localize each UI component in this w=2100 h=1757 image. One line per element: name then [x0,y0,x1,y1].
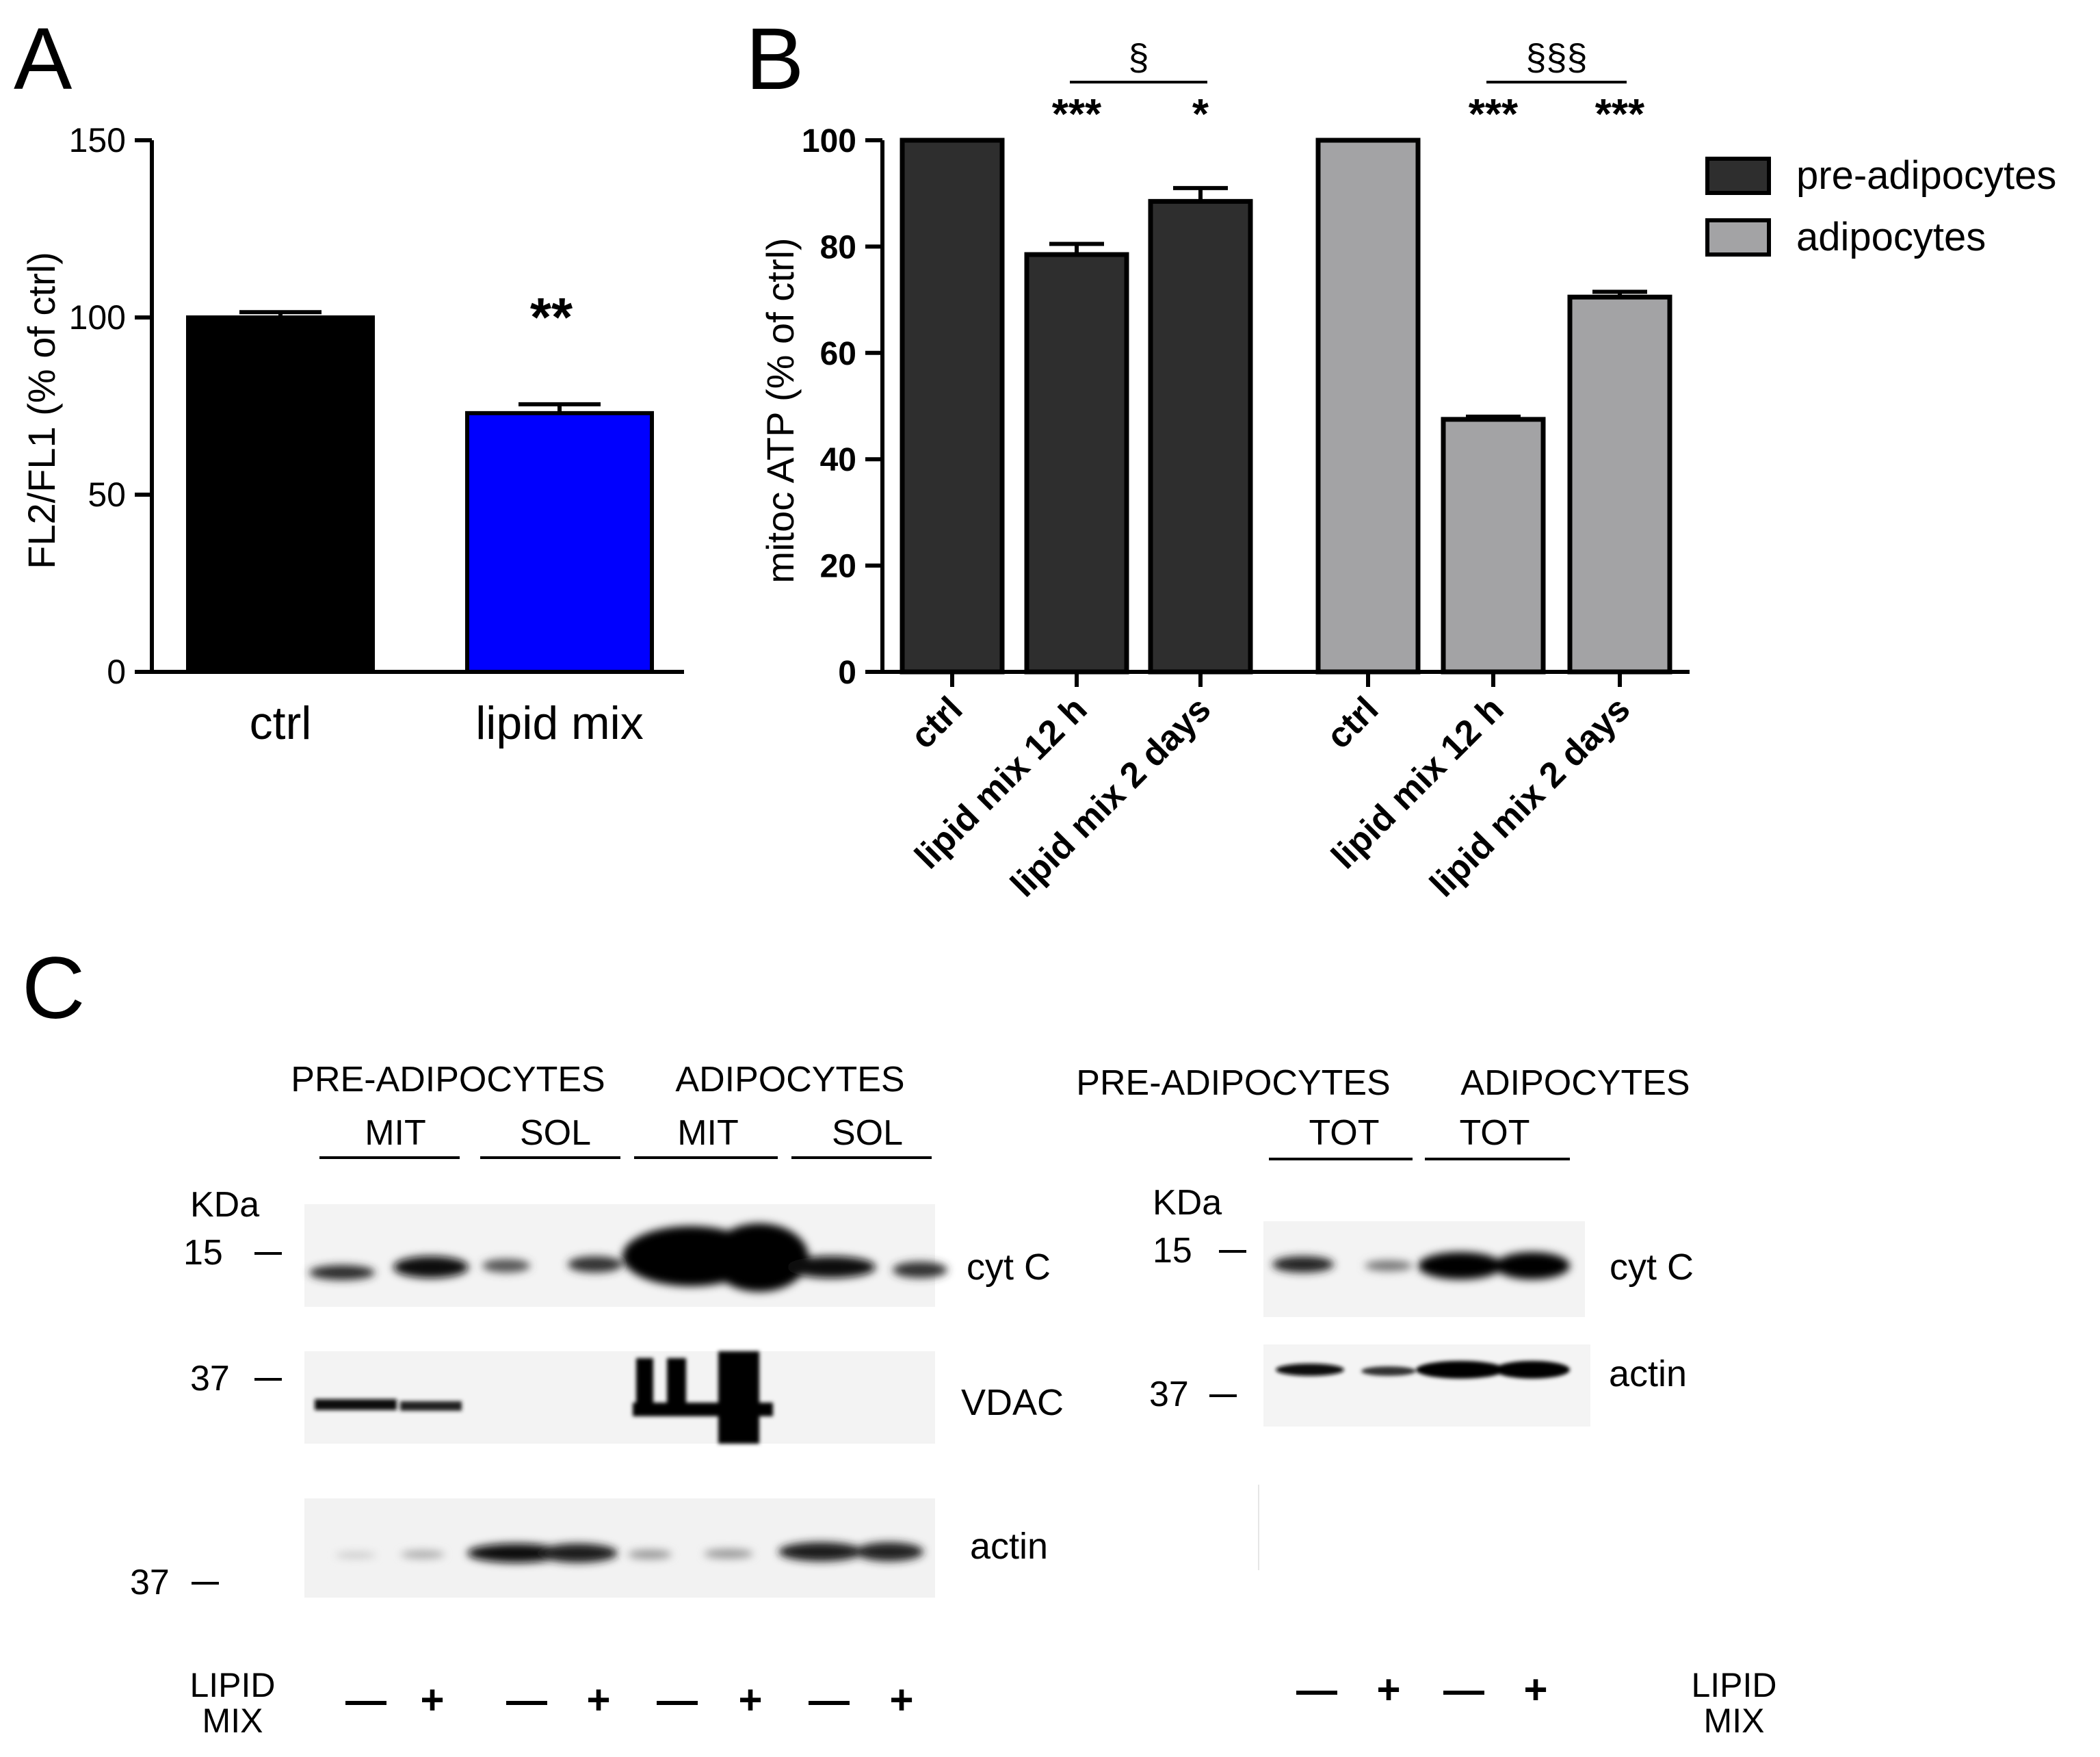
chart-a-ylabel: FL2/FL1 (% of ctrl) [20,252,63,569]
blot-left-sign: + [738,1677,762,1723]
legend-label-pre-adipocytes: pre-adipocytes [1796,153,2056,198]
blot-left-unit: KDa [190,1185,259,1225]
chart-a-bar [465,411,654,674]
blot-left-row-label-line2: MIX [202,1702,263,1740]
blot-left-signs: — + — + — + — + [345,1677,914,1723]
blot-right-signs: — + — + [1296,1667,1548,1713]
chart-b-ytick-label: 60 [820,336,856,372]
blot-left-marker-15: 15 [183,1233,223,1273]
blot-left-sub-sol-2: SOL [832,1113,903,1153]
blot-left-headers: PRE-ADIPOCYTES ADIPOCYTES MIT SOL MIT SO… [190,1060,932,1225]
chart-b-bar [1148,198,1253,675]
chart-b-significance: *** [1052,91,1102,138]
chart-a-ytick-label: 0 [107,653,126,691]
blot-right-sign: + [1376,1667,1400,1713]
chart-b-significance: *** [1469,91,1519,138]
blot-right-sign: — [1296,1667,1337,1713]
chart-b-bar [1567,294,1672,675]
chart-b-category-label: ctrl [1319,689,1386,756]
chart-b-legend: pre-adipocytes adipocytes [1705,153,2056,259]
chart-b-bar [1024,252,1129,675]
blot-right-label-actin: actin [1609,1353,1687,1394]
chart-b-ytick-label: 80 [820,229,856,265]
chart-a-bar [186,315,375,674]
blot-left-sign: + [420,1677,444,1723]
blot-right-sign: — [1443,1667,1484,1713]
blot-right-actin-membrane [1263,1344,1590,1427]
blot-left-cytc-membrane [304,1204,935,1307]
blot-right-headers: PRE-ADIPOCYTES ADIPOCYTES TOT TOT KDa [1076,1063,1690,1223]
blot-left-label-vdac: VDAC [961,1382,1064,1423]
blot-left-header-pre-adipocytes: PRE-ADIPOCYTES [291,1060,605,1099]
blot-left-sign: — [809,1677,850,1723]
chart-b-bar [1315,138,1421,675]
chart-b-ytick-label: 0 [838,655,856,691]
blot-right-sub-tot-2: TOT [1459,1113,1530,1153]
chart-b-bracket-label: § [1128,37,1149,78]
blot-left-sign: — [657,1677,698,1723]
blot-right-unit: KDa [1153,1183,1222,1223]
chart-b-bracket-label: §§§ [1525,37,1587,78]
blot-left-vdac [304,1351,935,1444]
blot-right-sub-tot-1: TOT [1309,1113,1379,1153]
blot-right-row-label-line1: LIPID [1691,1666,1776,1704]
blot-right-cytc [1263,1221,1585,1317]
chart-a-ytick-label: 150 [69,121,126,159]
blot-left-sub-mit-2: MIT [677,1113,739,1153]
chart-a-significance: ** [530,287,573,348]
panel-label-c: C [22,939,85,1037]
blot-right-row-label-line2: MIX [1704,1702,1765,1740]
blot-left-sign: — [506,1677,547,1723]
blot-left-sign: + [586,1677,610,1723]
blot-right-header-pre-adipocytes: PRE-ADIPOCYTES [1076,1063,1390,1103]
blot-left-cytc [304,1204,947,1307]
blot-left-row-label-line1: LIPID [189,1666,275,1704]
blot-right-label-cytc: cyt C [1610,1247,1694,1288]
legend-label-adipocytes: adipocytes [1796,215,1986,259]
blot-right-sign: + [1523,1667,1547,1713]
blot-left-label-cytc: cyt C [967,1247,1051,1288]
panel-label-b: B [746,10,804,108]
blot-left-vdac-membrane [304,1351,935,1444]
blot-right-marker-37: 37 [1149,1375,1189,1414]
legend-swatch-pre-adipocytes [1705,157,1771,195]
blot-right-marker-15: 15 [1153,1231,1192,1271]
blot-left-header-adipocytes: ADIPOCYTES [675,1060,904,1099]
chart-b-ytick-label: 100 [802,123,856,159]
chart-b-ytick-label: 20 [820,549,856,585]
blot-left-actin [304,1498,935,1598]
blot-right-row-label: LIPID MIX [1691,1666,1776,1740]
chart-b-bar [900,138,1005,675]
chart-a-category-label: ctrl [250,697,312,749]
chart-b-bar [1441,417,1546,675]
blot-left-sign: + [889,1677,913,1723]
chart-a-ytick-label: 100 [69,298,126,337]
blot-right-header-adipocytes: ADIPOCYTES [1460,1063,1690,1103]
chart-b-category-label: ctrl [903,689,970,756]
blot-left-sub-sol-1: SOL [520,1113,591,1153]
blot-left-marker-37a: 37 [190,1359,230,1398]
chart-b-significance: * [1192,91,1209,138]
blot-left-label-actin: actin [970,1526,1048,1567]
chart-a-category-label: lipid mix [475,697,644,749]
blot-left-marker-37b: 37 [130,1563,170,1602]
chart-a-ytick-label: 50 [88,476,126,514]
chart-b-significance: *** [1595,91,1645,138]
chart-b-ylabel: mitoc ATP (% of ctrl) [759,237,802,583]
chart-b: mitoc ATP (% of ctrl) 020406080100ctrlli… [759,37,1690,904]
chart-a: FL2/FL1 (% of ctrl) 0 50 100 150 ctrl lipid m… [20,121,684,749]
chart-b-ytick-label: 40 [820,442,856,478]
blot-left-sign: — [345,1677,386,1723]
blot-left-row-label: LIPID MIX [189,1666,275,1740]
legend-swatch-adipocytes [1705,218,1771,257]
panel-label-a: A [14,10,73,108]
blot-right-actin [1263,1344,1590,1427]
blot-left-sub-mit-1: MIT [365,1113,426,1153]
